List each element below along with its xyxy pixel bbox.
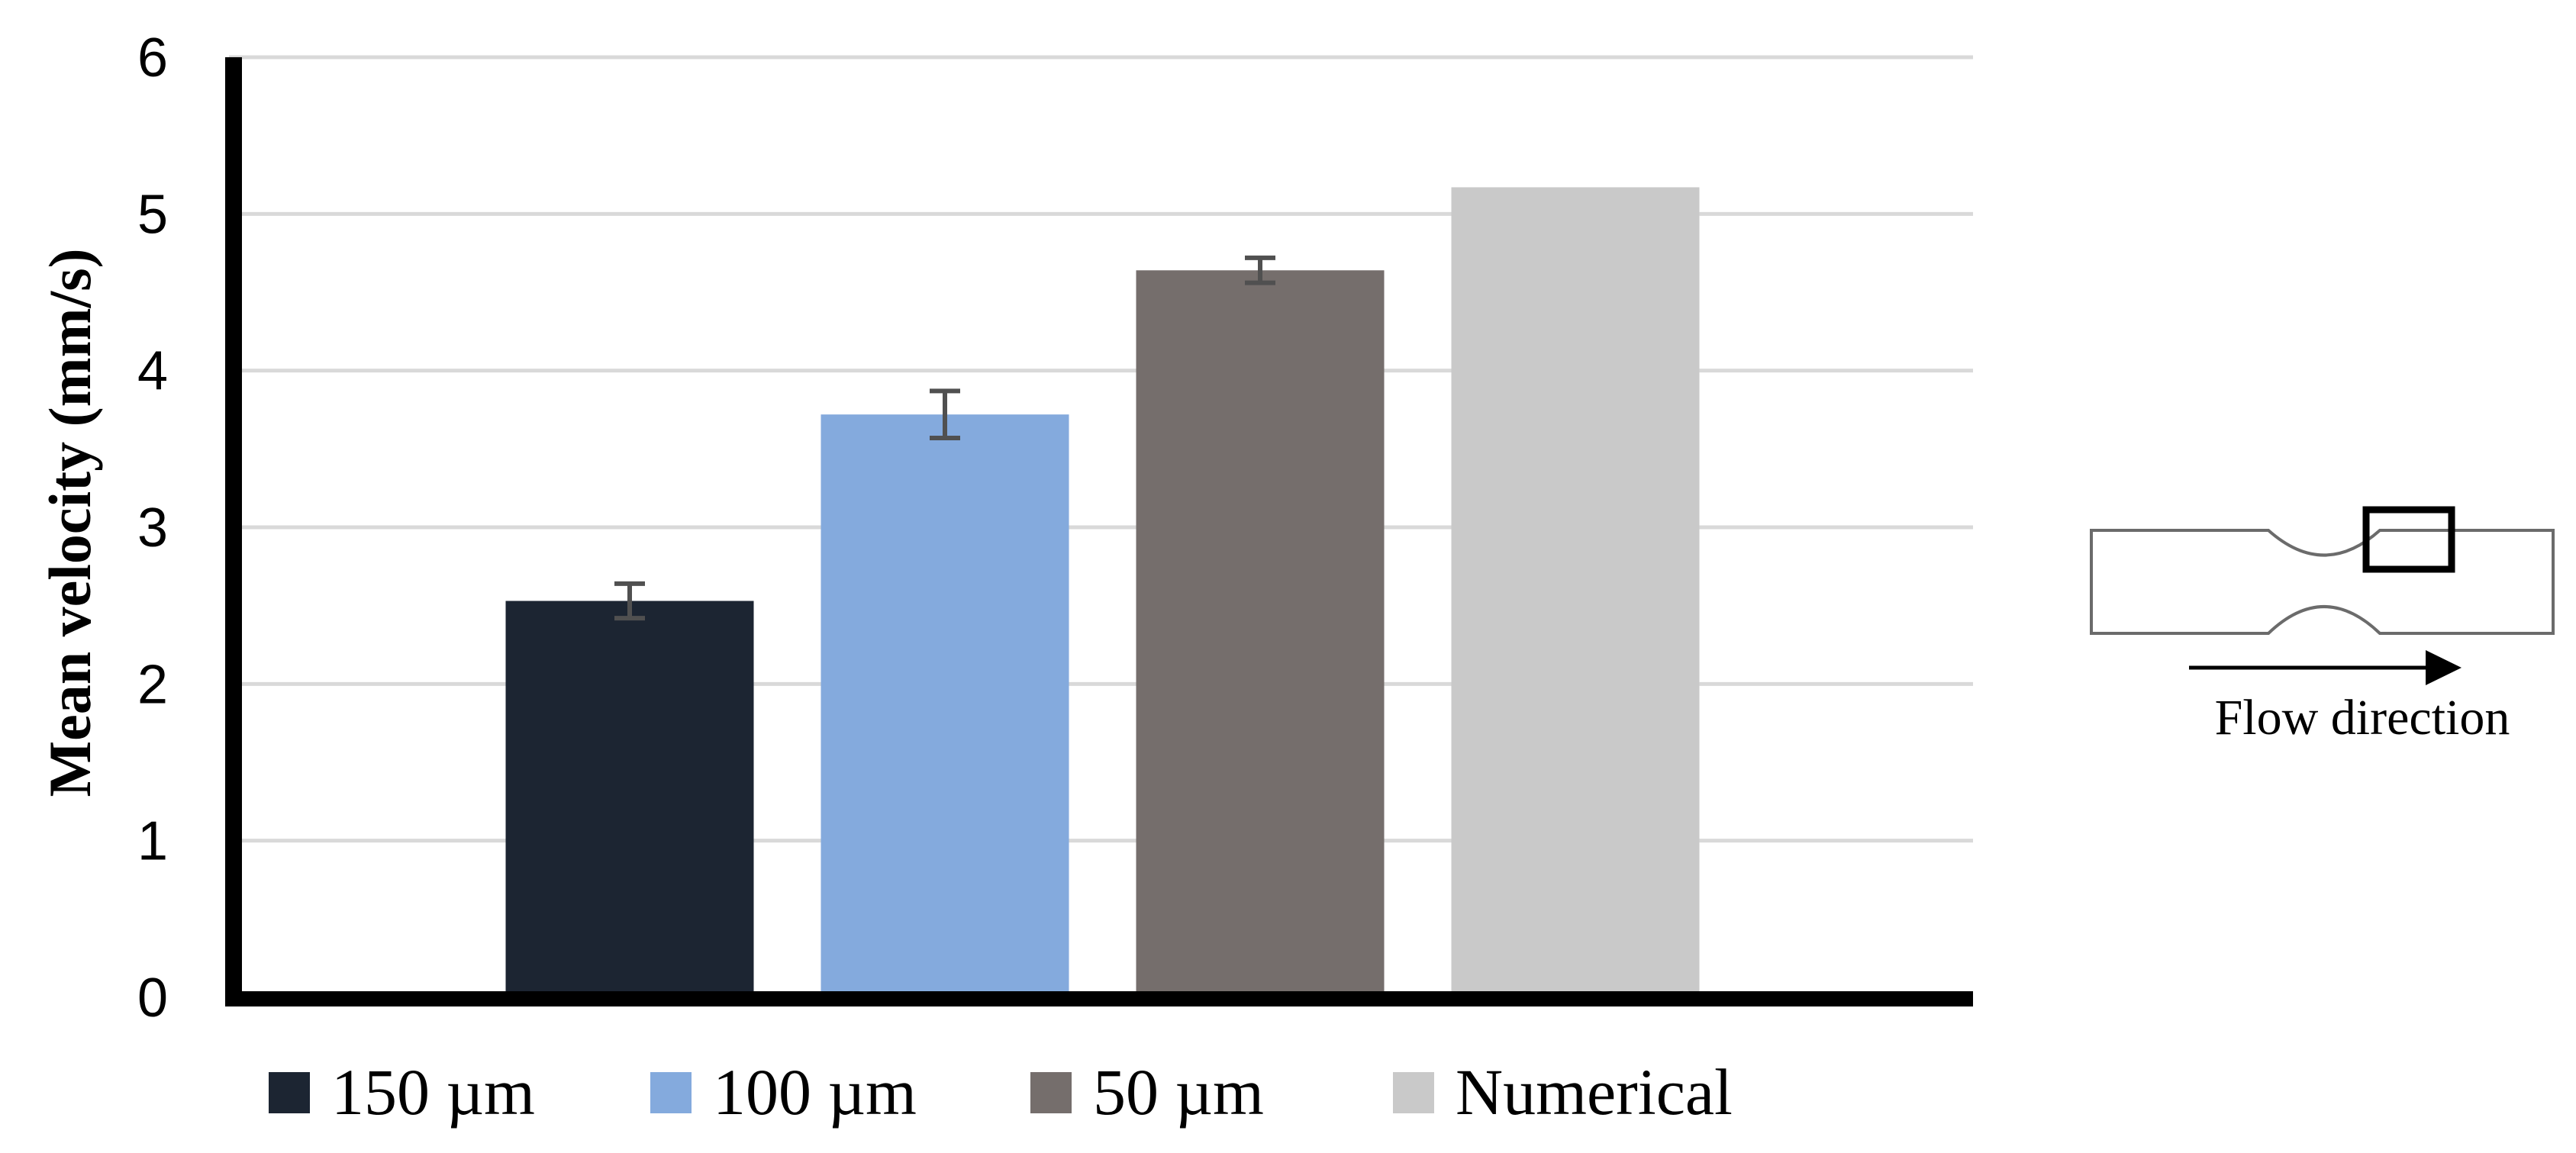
legend-item: 100 µm: [650, 1055, 917, 1129]
bar: [1136, 270, 1385, 998]
flow-schematic: Flow direction: [2090, 506, 2555, 746]
y-tick-label: 3: [137, 498, 168, 559]
error-bar: [614, 581, 645, 621]
legend-label: Numerical: [1456, 1055, 1733, 1129]
y-tick-labels: 0 1 2 3 4 5 6: [137, 27, 168, 1029]
axes: [225, 57, 1973, 1006]
bar: [505, 601, 754, 997]
bars: [505, 187, 1700, 998]
legend-label: 150 µm: [331, 1055, 535, 1129]
bar: [821, 414, 1069, 997]
y-axis-label: Mean velocity (mm/s): [37, 248, 103, 797]
legend-item: 150 µm: [269, 1055, 535, 1129]
legend-label: 100 µm: [713, 1055, 917, 1129]
legend-swatch: [269, 1072, 310, 1113]
y-tick-label: 5: [137, 184, 168, 245]
legend-swatch: [1030, 1072, 1072, 1113]
error-bar: [1245, 255, 1275, 285]
legend-label: 50 µm: [1093, 1055, 1264, 1129]
y-tick-label: 2: [137, 654, 168, 715]
error-bars: [614, 255, 1275, 621]
y-tick-label: 0: [137, 968, 168, 1029]
measurement-region-box: [2362, 506, 2455, 573]
gridlines: [229, 55, 1973, 843]
channel-outline: [2090, 529, 2555, 635]
legend-item: 50 µm: [1030, 1055, 1264, 1129]
legend-swatch: [1393, 1072, 1434, 1113]
y-tick-label: 6: [137, 27, 168, 89]
bar: [1451, 187, 1700, 998]
legend: 150 µm 100 µm 50 µm Numerical: [269, 1055, 1733, 1129]
flow-direction-label: Flow direction: [2215, 690, 2510, 746]
y-tick-label: 1: [137, 811, 168, 872]
y-tick-label: 4: [137, 341, 168, 402]
legend-swatch: [650, 1072, 692, 1113]
arrow-head-icon: [2426, 650, 2462, 685]
error-bar: [930, 388, 960, 440]
legend-item: Numerical: [1393, 1055, 1733, 1129]
